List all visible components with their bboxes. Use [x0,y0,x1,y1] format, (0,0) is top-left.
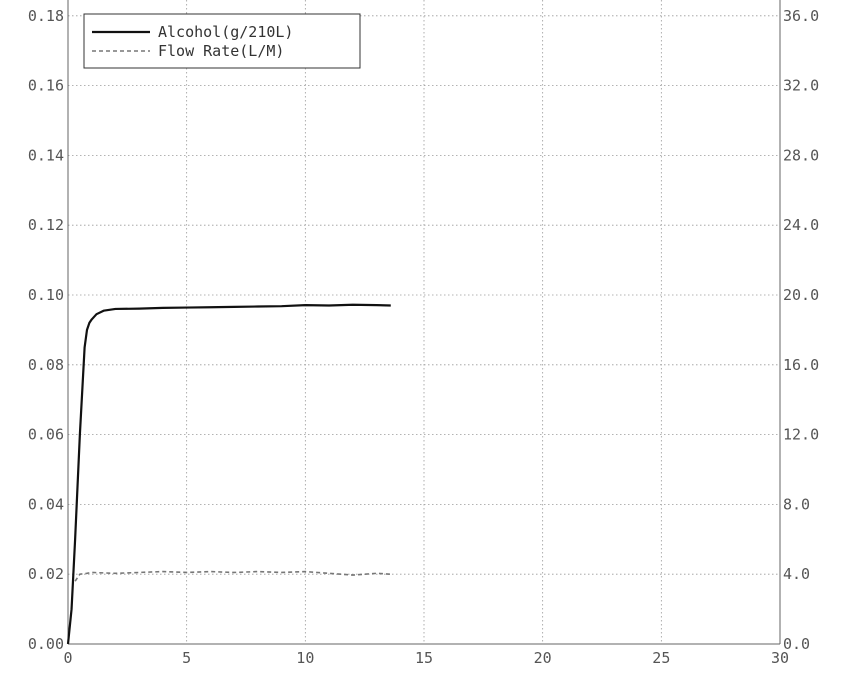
y-right-tick-label: 36.0 [783,7,819,25]
y-left-tick-label: 0.16 [28,77,64,95]
y-right-tick-label: 4.0 [783,565,810,583]
y-left-tick-label: 0.02 [28,565,64,583]
series [66,303,391,645]
legend: Alcohol(g/210L)Flow Rate(L/M) [83,13,361,69]
y-right-tick-label: 24.0 [783,216,819,234]
legend-label-2: Flow Rate(L/M) [158,42,284,60]
y-right-tick-label: 32.0 [783,77,819,95]
y-right-tick-label: 0.0 [783,635,810,653]
x-tick-label: 30 [771,649,789,667]
y-left-tick-label: 0.12 [28,216,64,234]
y-right-tick-label: 28.0 [783,146,819,164]
y-left-tick-label: 0.04 [28,495,64,513]
grid-lines [68,0,780,645]
x-tick-label: 25 [652,649,670,667]
y-right-tick-label: 20.0 [783,286,819,304]
y-left-tick-label: 0.18 [28,7,64,25]
x-tick-label: 0 [63,649,72,667]
y-right-tick-label: 8.0 [783,495,810,513]
y-right-tick-label: 16.0 [783,356,819,374]
series-line-1 [66,303,391,645]
x-tick-label: 20 [534,649,552,667]
legend-label-1: Alcohol(g/210L) [158,23,293,41]
left-axis-ticks: 0.00 0.02 0.04 0.06 0.08 0.10 0.12 0.14 0.16 0.18… [28,7,64,653]
x-tick-label: 10 [296,649,314,667]
y-left-tick-label: 0.06 [28,426,64,444]
x-axis-ticks: 0 5 10 15 20 25 30 [63,649,789,667]
y-left-tick-label: 0.10 [28,286,64,304]
legend-box [83,13,361,69]
y-left-tick-label: 0.08 [28,356,64,374]
x-tick-label: 15 [415,649,433,667]
y-right-tick-label: 12.0 [783,426,819,444]
x-tick-label: 5 [182,649,191,667]
y-left-tick-label: 0.14 [28,146,64,164]
y-left-tick-label: 0.00 [28,635,64,653]
axes [67,0,781,645]
series-line-2 [74,570,391,582]
right-axis-ticks: 0.04.08.012.016.020.024.028.032.036.040.… [783,7,819,653]
